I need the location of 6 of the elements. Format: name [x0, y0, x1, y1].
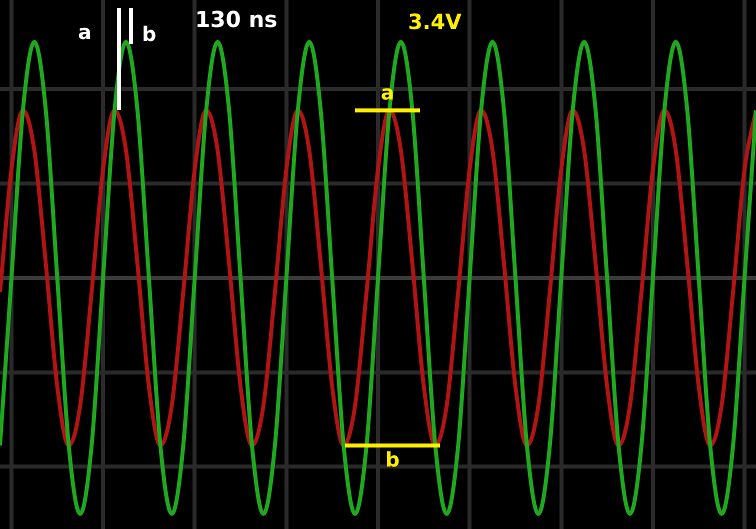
text: 3.4V: [408, 10, 462, 34]
annotation: a: [78, 20, 92, 44]
annotation: b: [142, 22, 156, 46]
ref-line-label: a: [380, 80, 394, 105]
text: 130 ns: [195, 8, 278, 33]
ref-line-label: b: [385, 448, 400, 472]
